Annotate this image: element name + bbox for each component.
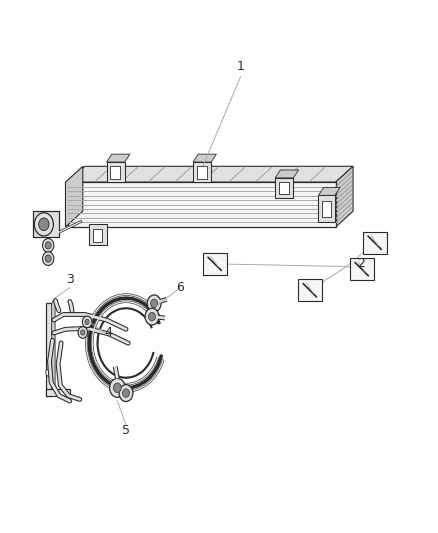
Text: 3: 3 — [66, 273, 74, 286]
Bar — [197, 166, 207, 179]
Polygon shape — [336, 166, 353, 227]
Circle shape — [123, 389, 130, 397]
Circle shape — [151, 299, 158, 308]
Bar — [322, 200, 331, 217]
Text: 1: 1 — [237, 60, 244, 72]
Circle shape — [34, 213, 53, 236]
Bar — [202, 253, 227, 275]
Circle shape — [78, 327, 88, 338]
Text: 2: 2 — [357, 257, 365, 270]
Bar — [318, 195, 335, 222]
Bar — [110, 166, 120, 179]
Circle shape — [113, 383, 121, 393]
Circle shape — [82, 316, 92, 328]
Bar — [298, 279, 322, 301]
Text: 4: 4 — [104, 326, 112, 339]
Bar — [275, 178, 293, 198]
Polygon shape — [318, 188, 340, 195]
Polygon shape — [106, 154, 130, 162]
Circle shape — [119, 385, 133, 401]
Polygon shape — [52, 298, 55, 395]
Circle shape — [148, 312, 155, 321]
Polygon shape — [275, 170, 299, 178]
Bar — [193, 162, 211, 182]
Bar — [106, 162, 125, 182]
Circle shape — [110, 378, 125, 397]
Polygon shape — [66, 166, 83, 227]
Polygon shape — [67, 166, 353, 182]
Text: 6: 6 — [176, 281, 184, 294]
Bar — [363, 232, 387, 254]
Circle shape — [85, 319, 89, 325]
Circle shape — [45, 241, 51, 249]
Bar — [350, 258, 374, 280]
Polygon shape — [46, 303, 52, 395]
Circle shape — [145, 308, 159, 325]
Polygon shape — [193, 154, 216, 162]
Circle shape — [99, 309, 154, 377]
Circle shape — [46, 369, 52, 376]
Circle shape — [42, 239, 54, 252]
Bar — [279, 182, 289, 195]
Circle shape — [42, 252, 54, 265]
Bar — [67, 182, 336, 227]
Text: 5: 5 — [122, 424, 130, 437]
Bar — [33, 211, 59, 238]
Polygon shape — [46, 389, 70, 395]
Circle shape — [45, 255, 51, 262]
Circle shape — [39, 218, 49, 231]
Bar — [93, 229, 102, 241]
Bar — [89, 224, 106, 245]
Circle shape — [147, 295, 161, 312]
Circle shape — [81, 330, 85, 335]
